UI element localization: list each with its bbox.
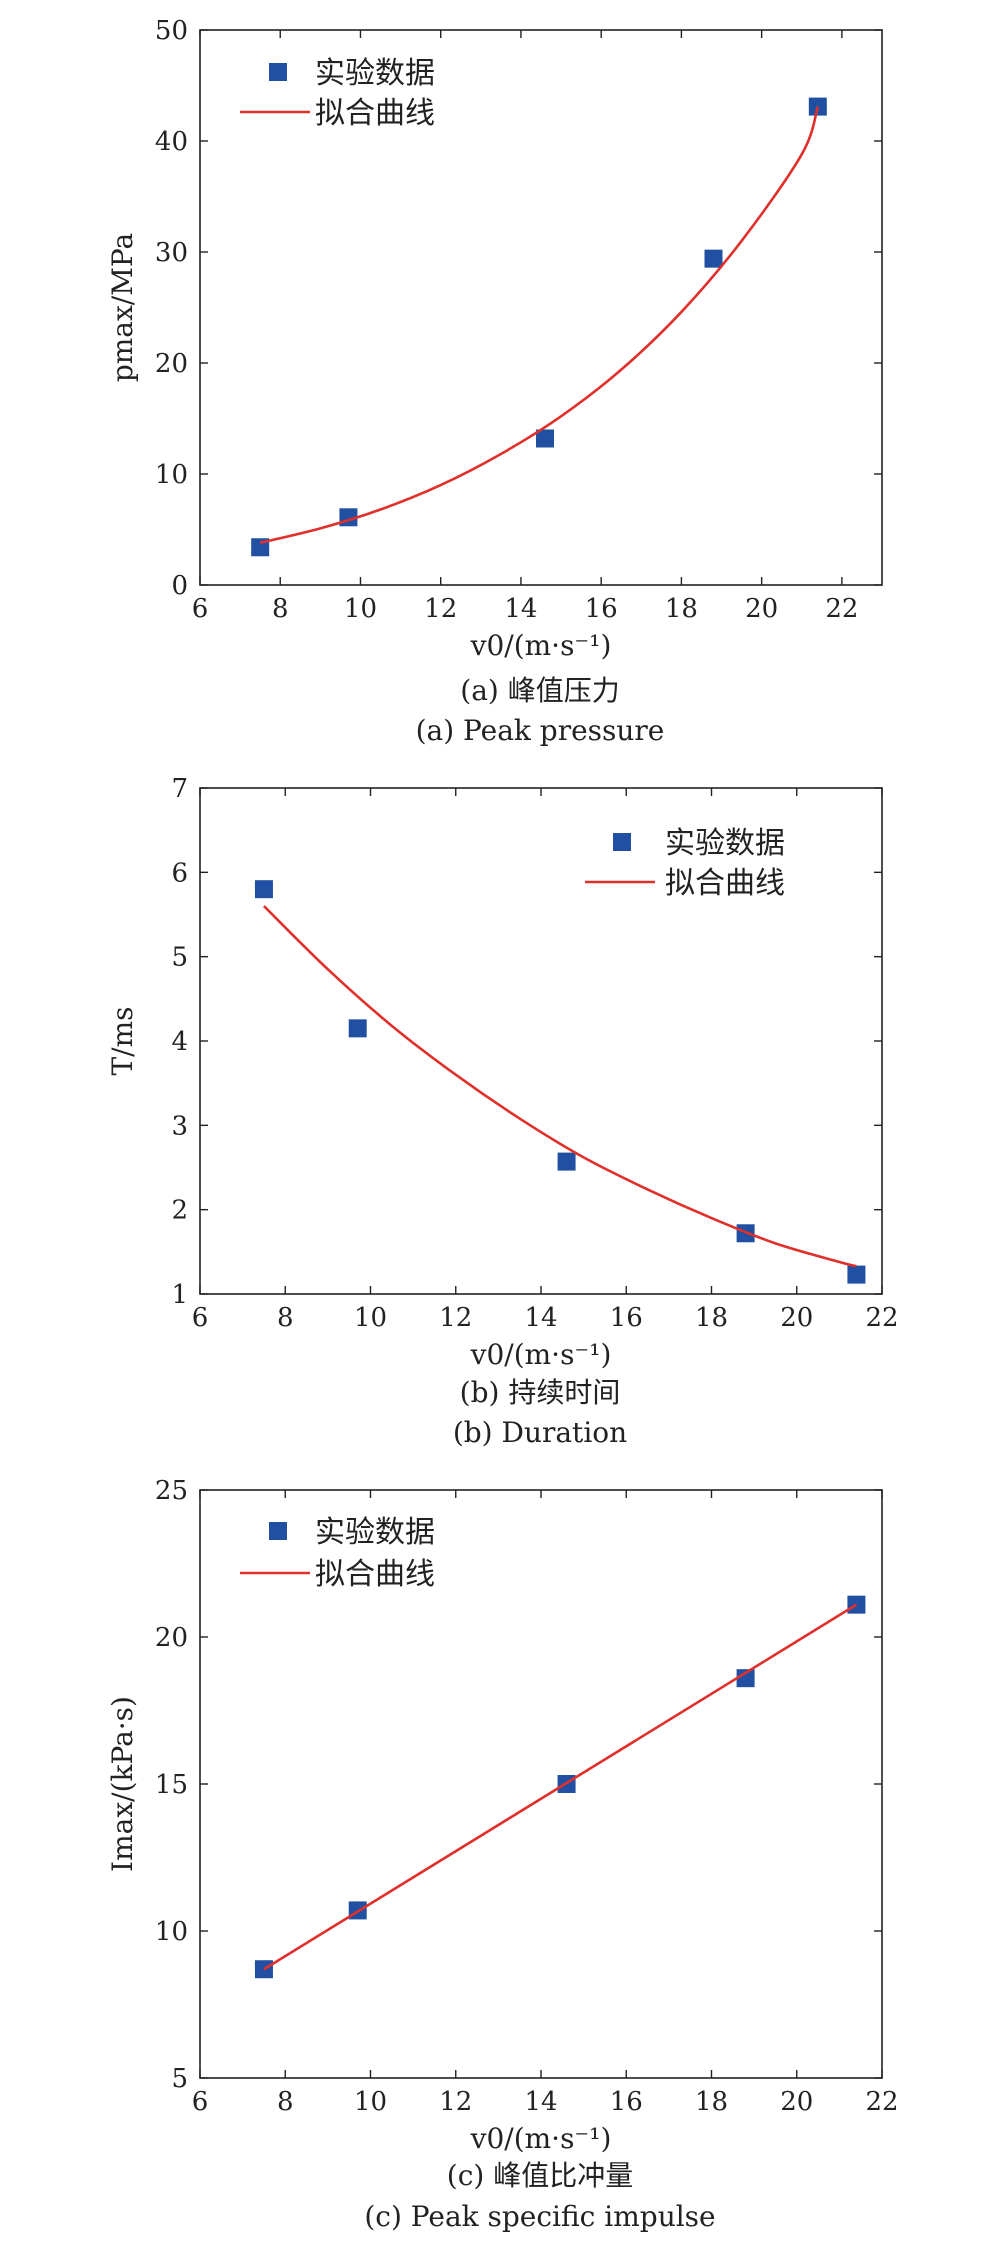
x-tick-label: 14 — [504, 594, 537, 624]
data-point — [536, 429, 555, 448]
y-axis-label: pmax/MPa — [106, 233, 139, 382]
x-tick-label: 10 — [354, 2087, 387, 2117]
chart-0: 6 8 10 12 14 16 18 20 22 0 10 20 30 40 50 v0/(m·s⁻¹) pma… — [106, 16, 883, 747]
caption-cn: (b) 持续时间 — [460, 1376, 621, 1409]
x-tick-label: 6 — [192, 1303, 209, 1333]
y-axis-label: Imax/(kPa·s) — [106, 1696, 139, 1872]
y-tick-label: 6 — [171, 858, 188, 888]
caption-en: (a) Peak pressure — [416, 714, 665, 747]
y-tick-label: 30 — [155, 238, 188, 268]
x-axis-label: v0/(m·s⁻¹) — [470, 1338, 612, 1371]
y-tick-label: 50 — [155, 16, 188, 46]
x-axis-label: v0/(m·s⁻¹) — [470, 2122, 612, 2155]
y-tick-label: 4 — [171, 1027, 188, 1057]
fit-curve — [263, 1603, 858, 1971]
data-point — [348, 1019, 367, 1038]
chart-1: 6 8 10 12 14 16 18 20 221234567v0/(m·s⁻¹)T/ms实验数… — [106, 774, 899, 1449]
data-point — [736, 1669, 755, 1688]
y-tick-label: 0 — [171, 571, 188, 601]
chart-2: 6 8 10 12 14 16 18 20 22 5 10 15 20 25 v0/(m·s⁻¹) Imax/… — [106, 1476, 899, 2233]
x-tick-label: 16 — [585, 594, 618, 624]
x-tick-label: 12 — [439, 2087, 472, 2117]
y-axis-label: T/ms — [106, 1006, 139, 1075]
x-tick-label: 18 — [695, 2087, 728, 2117]
y-tick-label: 40 — [155, 127, 188, 157]
legend-label-line: 拟合曲线 — [315, 96, 435, 131]
y-tick-label: 10 — [155, 1917, 188, 1947]
legend-label-line: 拟合曲线 — [315, 1557, 435, 1592]
fit-curve — [263, 905, 857, 1268]
x-tick-label: 14 — [524, 1303, 557, 1333]
caption-en: (b) Duration — [453, 1416, 627, 1449]
x-tick-label: 22 — [865, 1303, 898, 1333]
fit-curve — [259, 106, 820, 545]
x-tick-label: 20 — [780, 2087, 813, 2117]
x-tick-label: 22 — [865, 2087, 898, 2117]
legend-marker-scatter — [269, 1522, 287, 1540]
x-tick-label: 10 — [344, 594, 377, 624]
caption-cn: (a) 峰值压力 — [460, 674, 619, 707]
x-tick-label: 10 — [354, 1303, 387, 1333]
data-point — [847, 1265, 866, 1284]
x-tick-label: 22 — [825, 594, 858, 624]
y-tick-label: 5 — [171, 2064, 188, 2094]
plot-frame — [199, 1489, 883, 2079]
caption-en: (c) Peak specific impulse — [364, 2200, 715, 2233]
x-tick-label: 12 — [424, 594, 457, 624]
y-tick-label: 1 — [171, 1280, 188, 1310]
x-tick-label: 14 — [524, 2087, 557, 2117]
plot-frame — [199, 29, 883, 586]
x-tick-label: 18 — [665, 594, 698, 624]
data-point — [557, 1152, 576, 1171]
y-tick-label: 20 — [155, 1623, 188, 1653]
x-tick-label: 8 — [277, 2087, 294, 2117]
y-tick-label: 5 — [171, 943, 188, 973]
data-point — [254, 880, 273, 899]
x-tick-label: 16 — [610, 1303, 643, 1333]
legend-marker-scatter — [269, 63, 287, 81]
y-tick-label: 15 — [155, 1770, 188, 1800]
y-tick-label: 7 — [171, 774, 188, 804]
y-tick-label: 20 — [155, 349, 188, 379]
y-tick-label: 10 — [155, 460, 188, 490]
caption-cn: (c) 峰值比冲量 — [447, 2159, 633, 2192]
x-tick-label: 8 — [272, 594, 289, 624]
legend-label-scatter: 实验数据 — [315, 1515, 435, 1550]
x-tick-label: 8 — [277, 1303, 294, 1333]
y-tick-label: 2 — [171, 1196, 188, 1226]
x-tick-label: 12 — [439, 1303, 472, 1333]
data-point — [704, 249, 723, 268]
x-tick-label: 6 — [192, 594, 209, 624]
x-tick-label: 16 — [610, 2087, 643, 2117]
y-tick-label: 25 — [155, 1476, 188, 1506]
x-tick-label: 20 — [745, 594, 778, 624]
legend-label-scatter: 实验数据 — [315, 56, 435, 91]
legend-label-line: 拟合曲线 — [665, 866, 785, 901]
plot-frame — [199, 787, 883, 1295]
legend-label-scatter: 实验数据 — [665, 826, 785, 861]
x-tick-label: 18 — [695, 1303, 728, 1333]
x-axis-label: v0/(m·s⁻¹) — [470, 629, 612, 662]
x-tick-label: 6 — [192, 2087, 209, 2117]
y-tick-label: 3 — [171, 1111, 188, 1141]
x-tick-label: 20 — [780, 1303, 813, 1333]
legend-marker-scatter — [613, 833, 631, 851]
